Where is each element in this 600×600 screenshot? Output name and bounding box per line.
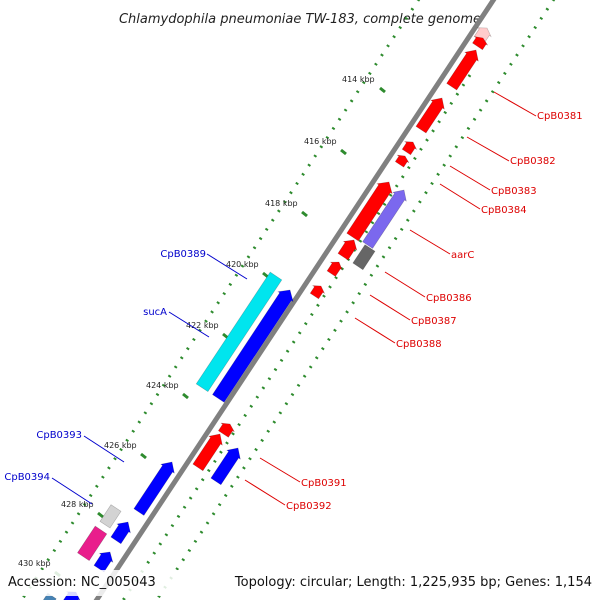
leader-cpb0393 (83, 435, 125, 463)
gene-label-cpb0393: CpB0393 (36, 430, 82, 441)
feature-cpb0394 (99, 504, 122, 529)
leader-cpb0384 (439, 183, 481, 210)
leader-cpb0386 (384, 271, 426, 298)
feature-cpb0384a (394, 154, 410, 168)
tick-label: 430 kbp (18, 559, 51, 568)
leader-cpb0381 (493, 91, 537, 117)
gene-label-cpb0382: CpB0382 (510, 156, 556, 167)
feature-cpb0392 (210, 447, 241, 486)
tick-mark (182, 392, 189, 400)
map-title: Chlamydophila pneumoniae TW-183, complet… (119, 12, 481, 27)
leader-cpb0388 (354, 317, 396, 344)
feature-cpb0387 (326, 261, 343, 277)
tick-mark (301, 210, 308, 218)
tick-labels: 414 kbp 416 kbp 418 kbp 420 kbp 422 kbp … (18, 75, 375, 568)
leader-suca (168, 311, 210, 338)
feature-cpb0391 (192, 433, 223, 472)
tick-label: 414 kbp (342, 75, 375, 84)
leader-aarc (409, 229, 451, 255)
gene-label-cpb0394: CpB0394 (4, 472, 50, 483)
gene-label-cpb0389: CpB0389 (160, 249, 206, 260)
gene-label-cpb0384: CpB0384 (481, 205, 527, 216)
tick-label: 428 kbp (61, 500, 94, 509)
leader-cpb0389 (206, 253, 248, 280)
feature-cpb0388 (309, 285, 326, 300)
feature-cpb0391a (217, 422, 235, 438)
leader-cpb0383 (449, 165, 491, 191)
tick-mark (140, 452, 147, 460)
feature-cpb0381c (472, 36, 488, 51)
gene-label-cpb0392: CpB0392 (286, 501, 332, 512)
leader-cpb0382 (466, 136, 510, 162)
feature-cpb0381 (446, 49, 479, 91)
feature-magenta (77, 525, 108, 562)
tick-mark (379, 86, 386, 94)
outer-dotted-track (154, 0, 556, 600)
tick-label: 420 kbp (226, 260, 259, 269)
feature-cpb0384 (346, 181, 393, 242)
left-dotted-track (19, 0, 421, 600)
gene-label-cpb0387: CpB0387 (411, 316, 457, 327)
gene-label-cpb0383: CpB0383 (491, 186, 537, 197)
gene-label-cpb0388: CpB0388 (396, 339, 442, 350)
tick-label: 416 kbp (304, 137, 337, 146)
genome-backbone (93, 0, 497, 600)
gene-label-cpb0386: CpB0386 (426, 293, 472, 304)
gene-label-cpb0391: CpB0391 (301, 478, 347, 489)
footer-background (0, 570, 600, 596)
gene-label-cpb0381: CpB0381 (537, 111, 583, 122)
tick-mark (340, 148, 347, 156)
gene-label-aarc: aarC (451, 250, 474, 261)
tick-marks (54, 86, 386, 578)
feature-suca (212, 289, 294, 403)
tick-label: 424 kbp (146, 381, 179, 390)
feature-cpb0382 (415, 97, 445, 134)
tick-mark (262, 271, 269, 279)
accession-text: Accession: NC_005043 (8, 575, 156, 590)
gene-label-suca: sucA (143, 307, 167, 318)
gene-features (42, 27, 492, 600)
leader-cpb0391 (259, 457, 301, 483)
feature-cpb0386a (337, 239, 358, 261)
feature-blue-low (93, 551, 114, 573)
feature-cpb0386 (352, 244, 376, 271)
feature-cpb0394b (110, 521, 131, 545)
feature-cpb0389 (195, 271, 283, 393)
label-leaders (51, 91, 537, 506)
gene-labels: CpB0381 CpB0382 CpB0383 CpB0384 aarC CpB… (4, 111, 582, 512)
feature-cpb0383 (401, 141, 418, 156)
leader-cpb0394 (51, 477, 93, 505)
tick-mark (97, 511, 104, 519)
feature-aarc (362, 189, 407, 249)
tick-label: 426 kbp (104, 441, 137, 450)
tick-label: 418 kbp (265, 199, 298, 208)
mid-dotted-track (121, 74, 472, 600)
track-lines (19, 0, 556, 600)
tick-label: 422 kbp (186, 321, 219, 330)
leader-cpb0387 (369, 294, 411, 321)
feature-cpb0393 (133, 461, 175, 516)
leader-cpb0392 (244, 479, 286, 506)
genome-summary-text: Topology: circular; Length: 1,225,935 bp… (234, 575, 592, 590)
